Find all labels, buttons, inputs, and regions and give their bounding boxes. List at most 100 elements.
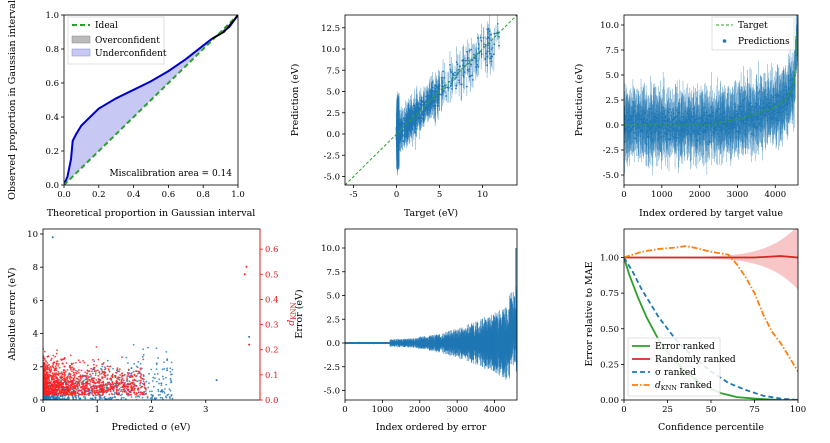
dknn-point [78, 381, 81, 383]
abs-error-point [91, 397, 93, 400]
abs-error-point [141, 382, 144, 385]
parity-point [435, 85, 438, 88]
dknn-point [78, 382, 81, 385]
abs-error-point [112, 367, 114, 370]
abs-error-point [170, 361, 173, 364]
abs-error-point [171, 368, 174, 371]
abs-error-point [157, 388, 160, 391]
abs-error-point [109, 396, 112, 399]
parity-point [403, 134, 406, 137]
dknn-point [142, 378, 145, 381]
abs-error-point [118, 388, 121, 390]
parity-point [468, 62, 470, 65]
legend-underconfident: Underconfident [95, 49, 167, 59]
parity-point [427, 105, 429, 107]
dknn-point [118, 378, 121, 381]
target-order-ytick-label: 2.5 [605, 96, 619, 106]
parity-ytick-label: 10.0 [321, 45, 340, 55]
abs-error-point [130, 396, 133, 398]
target-order-ytick-label: 7.5 [605, 46, 619, 56]
abs-error-point [152, 385, 155, 388]
dknn-point [84, 391, 86, 393]
dknn-point [80, 393, 83, 396]
parity-xtick-label: -5 [349, 190, 357, 200]
abs-error-point [142, 353, 145, 356]
abs-error-point [46, 396, 49, 399]
abs-error-point [48, 396, 51, 399]
parity-point [424, 110, 426, 112]
dknn-point [142, 358, 145, 361]
parity-point [454, 71, 456, 74]
dknn-point [48, 363, 50, 366]
parity-point [395, 129, 398, 132]
dknn-point [135, 370, 137, 373]
abs-error-point [134, 396, 137, 398]
dknn-point [49, 365, 52, 368]
dknn-point [75, 377, 78, 380]
dknn-point [77, 359, 80, 362]
dknn-point [63, 375, 66, 378]
parity-point [455, 84, 458, 87]
parity-point [441, 85, 444, 88]
target-order-xtick-label: 2000 [689, 190, 711, 200]
parity-point [493, 32, 496, 35]
abs-error-point [146, 396, 149, 398]
parity-point [418, 117, 421, 119]
abs-error-point [152, 376, 155, 379]
parity-point [486, 64, 488, 67]
parity-point [462, 58, 465, 61]
parity-point [425, 95, 428, 98]
parity-point [444, 87, 447, 89]
abs-error-point [101, 365, 104, 368]
dknn-point [97, 377, 100, 380]
abs-error-point [155, 362, 158, 365]
parity-point [438, 85, 441, 88]
parity-point [421, 114, 423, 116]
parity-point [465, 85, 468, 88]
parity-point [492, 53, 495, 56]
abs-error-point [160, 382, 163, 385]
dknn-point [103, 372, 105, 375]
calibration-ytick-label: 0.0 [45, 181, 59, 191]
dknn-point [126, 377, 128, 379]
abs-error-point [47, 397, 50, 400]
parity-point [486, 50, 489, 53]
parity-ytick-label: 5.0 [326, 88, 340, 98]
underconfident-swatch [71, 48, 91, 57]
abs-error-point [92, 372, 94, 375]
abs-error-point [158, 378, 161, 381]
target-order-xtick-label: 1000 [651, 190, 673, 200]
abs-error-point [159, 396, 162, 399]
dknn-point [79, 386, 82, 389]
dknn-point [101, 363, 103, 366]
parity-ytick-label: -2.5 [324, 151, 340, 161]
parity-point [459, 65, 461, 68]
target-order-xlabel: Index ordered by target value [639, 208, 783, 219]
parity-point [485, 52, 488, 55]
parity-point [399, 133, 402, 136]
parity-frame [344, 14, 518, 186]
parity-point [427, 95, 430, 98]
abs-error-point [137, 360, 140, 363]
calibration-ylabel: Observed proportion in Gaussian interval [7, 0, 18, 200]
abs-error-point [136, 395, 139, 398]
dknn-point [69, 378, 72, 380]
parity-point [410, 119, 413, 122]
dknn-point [78, 384, 81, 387]
parity-point [451, 87, 453, 90]
abs-error-point [124, 398, 127, 400]
dknn-point [79, 361, 81, 364]
calibration-xtick-label: 0.8 [196, 190, 210, 200]
abs-error-point [150, 393, 153, 396]
abs-error-point [215, 379, 218, 382]
dknn-point [53, 378, 56, 381]
parity-point [475, 60, 478, 63]
parity-point [458, 81, 461, 84]
abs-error-point [171, 397, 174, 400]
parity-point [470, 48, 473, 51]
abs-error-point [169, 381, 172, 384]
target-order-ytick-label: 0.0 [605, 121, 619, 131]
abs-error-point [107, 383, 110, 386]
parity-point [477, 65, 480, 68]
